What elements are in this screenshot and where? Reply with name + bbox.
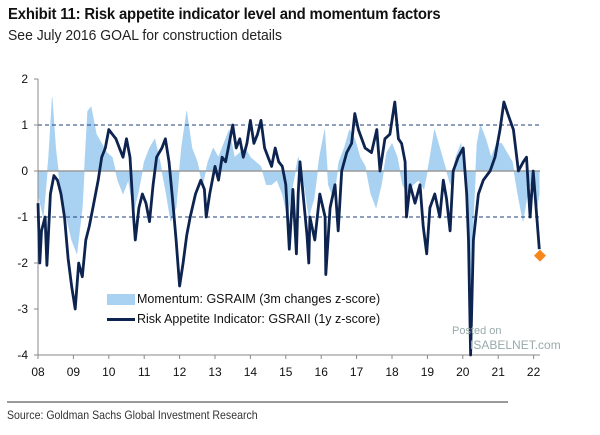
- footer-divider: [7, 401, 508, 403]
- x-tick-label: 18: [385, 365, 399, 379]
- legend-item-momentum: Momentum: GSRAIM (3m changes z-score): [107, 292, 380, 306]
- x-tick-label: 16: [315, 365, 329, 379]
- latest-value-marker: [533, 249, 546, 262]
- watermark-line2: ISABELNET.com: [470, 338, 561, 352]
- legend-swatch-momentum: [107, 293, 135, 305]
- x-tick-label: 17: [350, 365, 364, 379]
- x-tick-label: 13: [208, 365, 222, 379]
- legend-label-momentum: Momentum: GSRAIM (3m changes z-score): [137, 292, 381, 306]
- y-tick-label: 0: [21, 164, 28, 178]
- y-tick-label: 2: [21, 72, 28, 86]
- chart-subtitle: See July 2016 GOAL for construction deta…: [8, 27, 282, 44]
- source-note: Source: Goldman Sachs Global Investment …: [7, 408, 258, 422]
- x-tick-label: 08: [31, 365, 45, 379]
- chart-title: Exhibit 11: Risk appetite indicator leve…: [8, 6, 441, 23]
- y-tick-label: -3: [17, 302, 28, 316]
- risk-appetite-line: [36, 100, 541, 357]
- watermark-line1: Posted on: [452, 325, 502, 337]
- legend-item-indicator: Risk Appetite Indicator: GSRAII (1y z-sc…: [107, 312, 380, 326]
- x-tick-label: 09: [67, 365, 81, 379]
- x-tick-label: 10: [102, 365, 116, 379]
- legend-label-indicator: Risk Appetite Indicator: GSRAII (1y z-sc…: [137, 312, 381, 326]
- x-tick-label: 19: [421, 365, 435, 379]
- y-tick-label: -4: [17, 348, 28, 362]
- x-tick-label: 14: [244, 365, 258, 379]
- momentum-area: [37, 97, 540, 310]
- legend-swatch-indicator: [107, 317, 135, 321]
- x-tick-label: 22: [527, 365, 541, 379]
- x-tick-label: 21: [492, 365, 506, 379]
- x-tick-label: 15: [279, 365, 293, 379]
- y-tick-label: -1: [17, 210, 28, 224]
- x-tick-label: 11: [138, 365, 151, 379]
- x-tick-label: 20: [456, 365, 470, 379]
- x-tick-label: 12: [173, 365, 187, 379]
- y-tick-label: -2: [17, 256, 28, 270]
- y-tick-label: 1: [21, 118, 28, 132]
